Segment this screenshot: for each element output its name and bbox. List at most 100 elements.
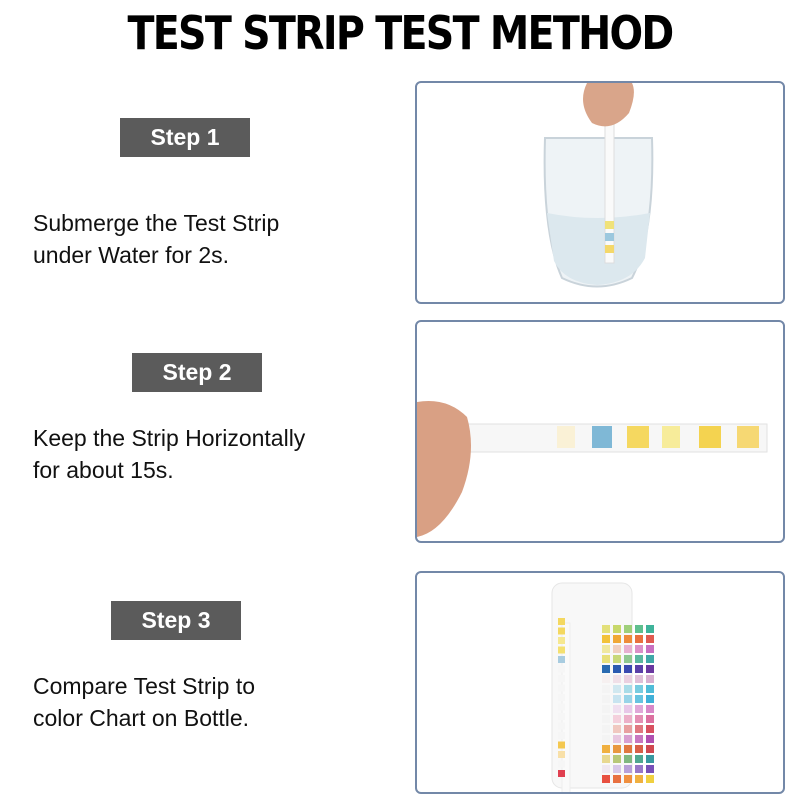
chart-swatch xyxy=(646,695,654,703)
chart-swatch xyxy=(646,705,654,713)
step-1-line-2: under Water for 2s. xyxy=(33,242,230,268)
chart-swatch xyxy=(646,645,654,653)
step-1-badge: Step 1 xyxy=(120,118,250,157)
strip-pad xyxy=(558,665,565,673)
chart-swatch xyxy=(635,755,643,763)
chart-swatch xyxy=(613,635,621,643)
horizontal-strip-illustration xyxy=(417,401,768,537)
chart-swatch xyxy=(635,695,643,703)
strip-pad xyxy=(558,760,565,768)
strip-pad xyxy=(558,770,565,777)
chart-swatch xyxy=(646,655,654,663)
step-2-line-2: for about 15s. xyxy=(33,457,174,483)
chart-swatch xyxy=(602,695,610,703)
chart-swatch xyxy=(646,735,654,743)
chart-swatch xyxy=(613,675,621,683)
chart-swatch xyxy=(635,775,643,783)
chart-swatch xyxy=(624,695,632,703)
chart-swatch xyxy=(646,775,654,783)
chart-swatch xyxy=(624,765,632,773)
strip-pad xyxy=(558,675,565,682)
chart-swatch xyxy=(613,715,621,723)
chart-swatch xyxy=(646,635,654,643)
chart-swatch xyxy=(602,675,610,683)
bottle-color-chart-illustration xyxy=(551,582,654,792)
chart-swatch xyxy=(635,645,643,653)
chart-swatch xyxy=(613,655,621,663)
chart-swatch xyxy=(602,635,610,643)
chart-swatch xyxy=(624,685,632,693)
chart-swatch xyxy=(635,745,643,753)
chart-swatch xyxy=(635,625,643,633)
chart-swatch xyxy=(635,675,643,683)
glass-illustration xyxy=(543,83,654,288)
step-1-image xyxy=(415,81,785,304)
chart-swatch xyxy=(602,735,610,743)
chart-swatch xyxy=(613,685,621,693)
step-3-line-2: color Chart on Bottle. xyxy=(33,705,250,731)
chart-swatch xyxy=(624,725,632,733)
chart-swatch xyxy=(613,765,621,773)
page-title: TEST STRIP TEST METHOD xyxy=(127,6,674,60)
step-2-image xyxy=(415,320,785,543)
chart-swatch xyxy=(635,735,643,743)
strip-pad xyxy=(558,713,565,720)
chart-swatch xyxy=(613,695,621,703)
chart-swatch xyxy=(624,645,632,653)
chart-swatch xyxy=(635,765,643,773)
chart-swatch xyxy=(624,755,632,763)
strip-pad xyxy=(558,684,565,692)
chart-swatch xyxy=(602,765,610,773)
chart-swatch xyxy=(624,735,632,743)
chart-swatch xyxy=(635,715,643,723)
chart-swatch xyxy=(646,675,654,683)
chart-swatch xyxy=(613,755,621,763)
chart-swatch xyxy=(613,775,621,783)
chart-swatch xyxy=(624,775,632,783)
chart-swatch xyxy=(613,645,621,653)
chart-swatch xyxy=(613,735,621,743)
strip-pad xyxy=(558,751,565,758)
chart-swatch xyxy=(624,635,632,643)
chart-swatch xyxy=(635,655,643,663)
strip-pad xyxy=(558,627,565,635)
step-1-line-1: Submerge the Test Strip xyxy=(33,210,280,236)
chart-swatch xyxy=(613,745,621,753)
step-3-image xyxy=(415,571,785,794)
strip-pad xyxy=(558,722,565,730)
chart-swatch xyxy=(602,705,610,713)
chart-swatch xyxy=(602,645,610,653)
chart-swatch xyxy=(646,745,654,753)
chart-swatch xyxy=(624,675,632,683)
chart-swatch xyxy=(613,705,621,713)
strip-pad xyxy=(558,646,565,654)
chart-swatch xyxy=(602,665,610,673)
chart-swatch xyxy=(602,655,610,663)
chart-swatch xyxy=(635,635,643,643)
strip-pad xyxy=(558,741,565,749)
chart-swatch xyxy=(602,745,610,753)
chart-swatch xyxy=(602,775,610,783)
step-1-description: Submerge the Test Strip under Water for … xyxy=(33,207,279,271)
chart-swatch xyxy=(646,665,654,673)
chart-swatch xyxy=(646,685,654,693)
chart-swatch xyxy=(613,625,621,633)
strip-pad xyxy=(558,618,565,625)
step-2-badge: Step 2 xyxy=(132,353,262,392)
chart-swatch xyxy=(624,705,632,713)
chart-swatch xyxy=(613,725,621,733)
strip-pad xyxy=(558,694,565,701)
chart-swatch xyxy=(635,665,643,673)
chart-swatch xyxy=(646,765,654,773)
chart-swatch xyxy=(602,685,610,693)
step-3-badge: Step 3 xyxy=(111,601,241,640)
chart-swatch xyxy=(646,725,654,733)
strip-pad xyxy=(558,703,565,711)
chart-swatch xyxy=(635,705,643,713)
chart-swatch xyxy=(602,625,610,633)
step-3-line-1: Compare Test Strip to xyxy=(33,673,256,699)
chart-swatch xyxy=(624,625,632,633)
chart-swatch xyxy=(613,665,621,673)
chart-swatch xyxy=(646,715,654,723)
step-2-line-1: Keep the Strip Horizontally xyxy=(33,425,306,451)
